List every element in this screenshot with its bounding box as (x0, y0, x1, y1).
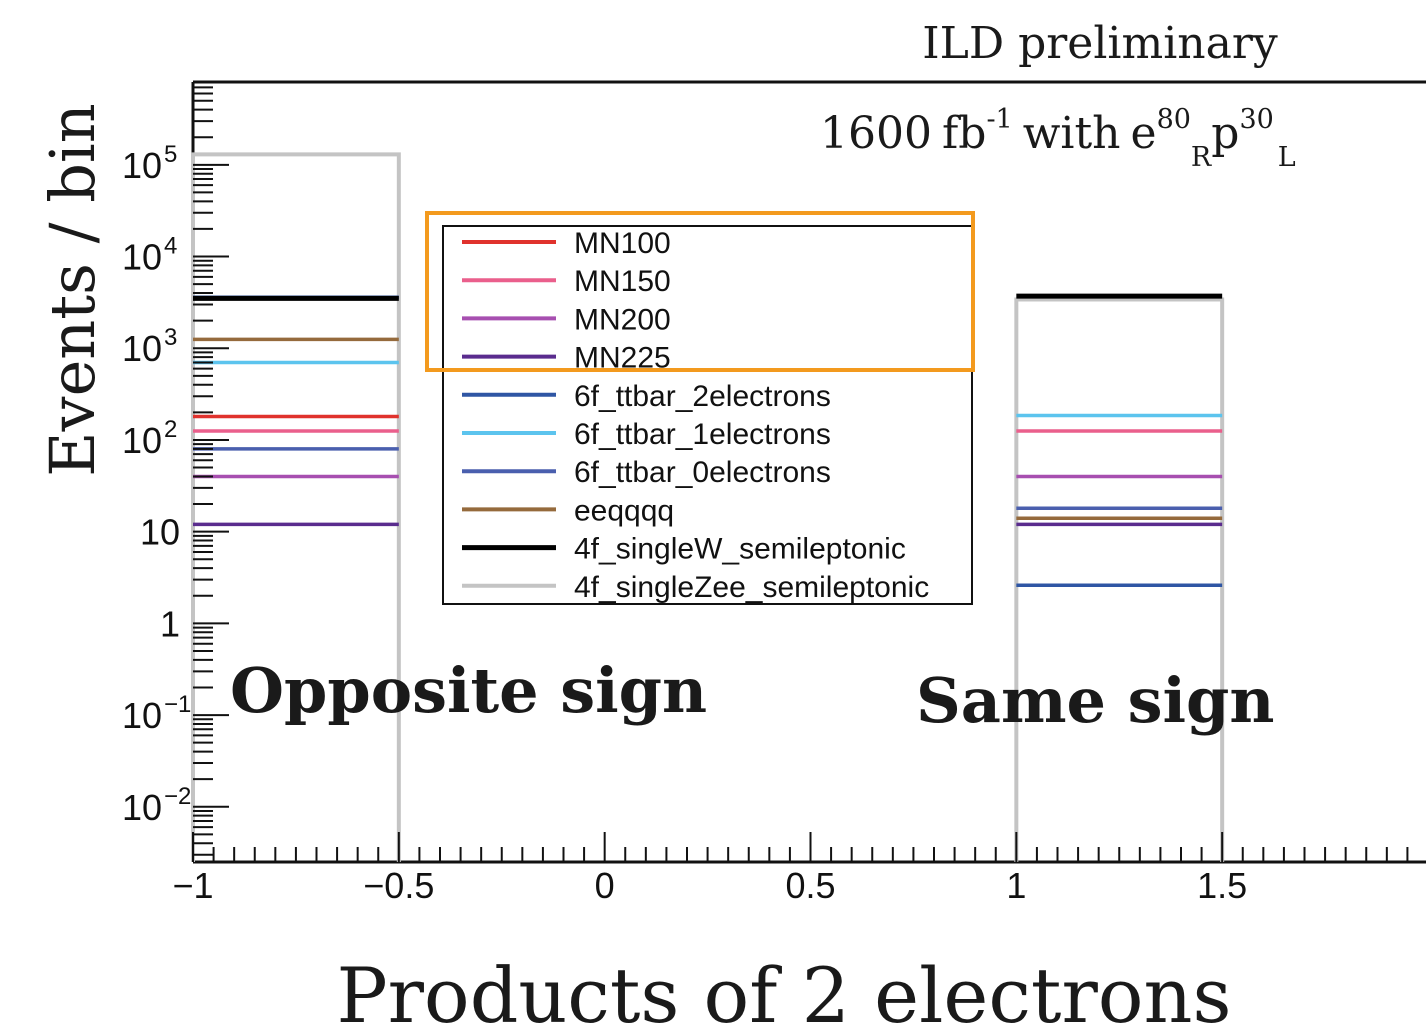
y-tick-label: 10 (122, 328, 162, 369)
y-tick-label: 10 (122, 420, 162, 461)
y-axis-label: Events / bin (36, 103, 109, 476)
legend-label-6f_ttbar_1electrons: 6f_ttbar_1electrons (574, 418, 831, 451)
legend: MN100MN150MN200MN2256f_ttbar_2electrons6… (425, 211, 975, 605)
y-tick-label: 10 (122, 145, 162, 186)
x-tick-label: 0.5 (785, 865, 835, 906)
legend-label-6f_ttbar_2electrons: 6f_ttbar_2electrons (574, 380, 831, 413)
y-tick-label: 1 (160, 603, 180, 644)
x-axis-label: Products of 2 electrons (336, 951, 1231, 1033)
x-tick-label: 1 (1006, 865, 1026, 906)
chart-subtitle: 1600 fb-1 with e80Rp30L (820, 104, 1296, 173)
y-tick-label: 10 (140, 512, 180, 553)
y-tick-label: 10 (122, 237, 162, 278)
x-tick-label: −1 (172, 865, 213, 906)
legend-label-6f_ttbar_0electrons: 6f_ttbar_0electrons (574, 456, 831, 489)
y-tick-label: 10 (122, 695, 162, 736)
y-tick-exponent: −2 (164, 783, 191, 810)
bin-outline-4f_singleZee_semileptonic (191, 152, 401, 862)
legend-label-4f_singleZee_semileptonic: 4f_singleZee_semileptonic (574, 571, 929, 604)
y-tick-exponent: 3 (164, 324, 177, 351)
annotation-opposite-sign: Opposite sign (230, 654, 707, 727)
x-tick-label: −0.5 (363, 865, 434, 906)
x-tick-label: 1.5 (1197, 865, 1247, 906)
bin-outline-4f_singleZee_semileptonic (1014, 297, 1225, 862)
y-tick-exponent: 4 (164, 233, 177, 260)
y-tick-exponent: 2 (164, 416, 177, 443)
legend-label-eeqqqq: eeqqqq (574, 494, 674, 527)
legend-label-MN200: MN200 (574, 303, 671, 336)
x-tick-label: 0 (595, 865, 615, 906)
legend-label-4f_singleW_semileptonic: 4f_singleW_semileptonic (574, 533, 906, 566)
y-tick-exponent: −1 (164, 691, 191, 718)
histogram-bins (191, 152, 1225, 862)
legend-box (442, 225, 973, 605)
y-tick-label: 10 (122, 787, 162, 828)
legend-label-MN100: MN100 (574, 227, 671, 260)
annotation-same-sign: Same sign (916, 664, 1274, 737)
legend-highlight-box (425, 211, 975, 372)
chart-title: ILD preliminary (922, 18, 1278, 69)
y-tick-exponent: 5 (164, 141, 177, 168)
legend-label-MN150: MN150 (574, 265, 671, 298)
